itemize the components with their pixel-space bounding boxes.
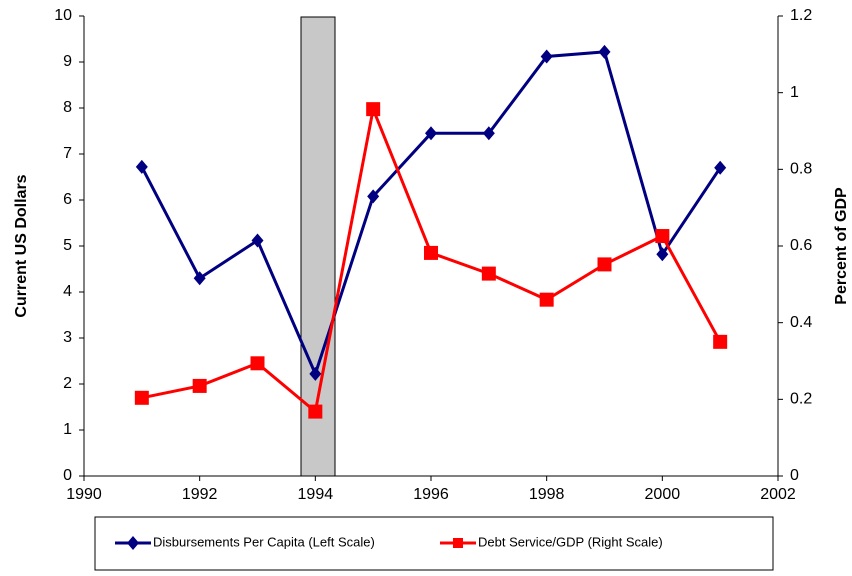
legend-label: Disbursements Per Capita (Left Scale) <box>153 534 375 549</box>
legend-marker <box>127 536 139 550</box>
y-tick-label: 7 <box>63 145 72 162</box>
y-axis-title: Current US Dollars <box>13 174 30 317</box>
marker <box>540 49 553 64</box>
legend-box <box>94 516 774 571</box>
y-tick-label: 9 <box>63 53 72 70</box>
y2-tick-label: 0.8 <box>790 161 812 178</box>
marker <box>482 126 495 141</box>
y-tick-label: 8 <box>63 99 72 116</box>
series-line <box>140 50 722 379</box>
marker <box>193 271 206 286</box>
marker <box>597 257 612 272</box>
marker <box>425 126 437 141</box>
y-tick-label: 5 <box>63 237 72 254</box>
y-tick-label: 10 <box>54 7 72 24</box>
x-tick-label: 1996 <box>413 486 449 503</box>
marker <box>713 334 728 349</box>
marker <box>192 378 207 393</box>
x-tick-label: 1990 <box>66 486 102 503</box>
y2-axis-title: Percent of GDP <box>833 187 850 305</box>
x-tick-label: 2000 <box>645 486 681 503</box>
marker <box>655 229 670 244</box>
marker <box>367 189 380 204</box>
y2-tick-label: 1.2 <box>790 7 812 24</box>
y-tick-label: 6 <box>63 191 72 208</box>
marker <box>481 266 496 281</box>
y2-tick-label: 0.2 <box>790 391 812 408</box>
y-tick-label: 1 <box>63 421 72 438</box>
marker <box>309 366 322 381</box>
y2-tick-label: 1 <box>790 84 799 101</box>
marker <box>251 233 264 248</box>
x-tick-label: 1992 <box>182 486 218 503</box>
x-tick-label: 1998 <box>529 486 565 503</box>
marker <box>250 356 265 371</box>
y-tick-label: 4 <box>63 283 72 300</box>
y-tick-label: 0 <box>63 467 72 484</box>
y2-tick-label: 0.6 <box>790 237 812 254</box>
marker <box>539 292 554 307</box>
marker <box>134 390 149 405</box>
marker <box>308 404 323 419</box>
marker <box>135 159 148 174</box>
marker <box>366 102 381 117</box>
legend-marker <box>453 538 463 548</box>
marker <box>714 160 727 175</box>
x-tick-label: 2002 <box>760 486 796 503</box>
legend-label: Debt Service/GDP (Right Scale) <box>478 534 663 549</box>
y2-tick-label: 0 <box>790 467 799 484</box>
y-tick-label: 2 <box>63 375 72 392</box>
x-tick-label: 1994 <box>298 486 334 503</box>
marker <box>598 44 611 59</box>
marker <box>424 245 438 260</box>
y-tick-label: 3 <box>63 329 72 346</box>
marker <box>656 247 669 262</box>
y2-tick-label: 0.4 <box>790 314 812 331</box>
